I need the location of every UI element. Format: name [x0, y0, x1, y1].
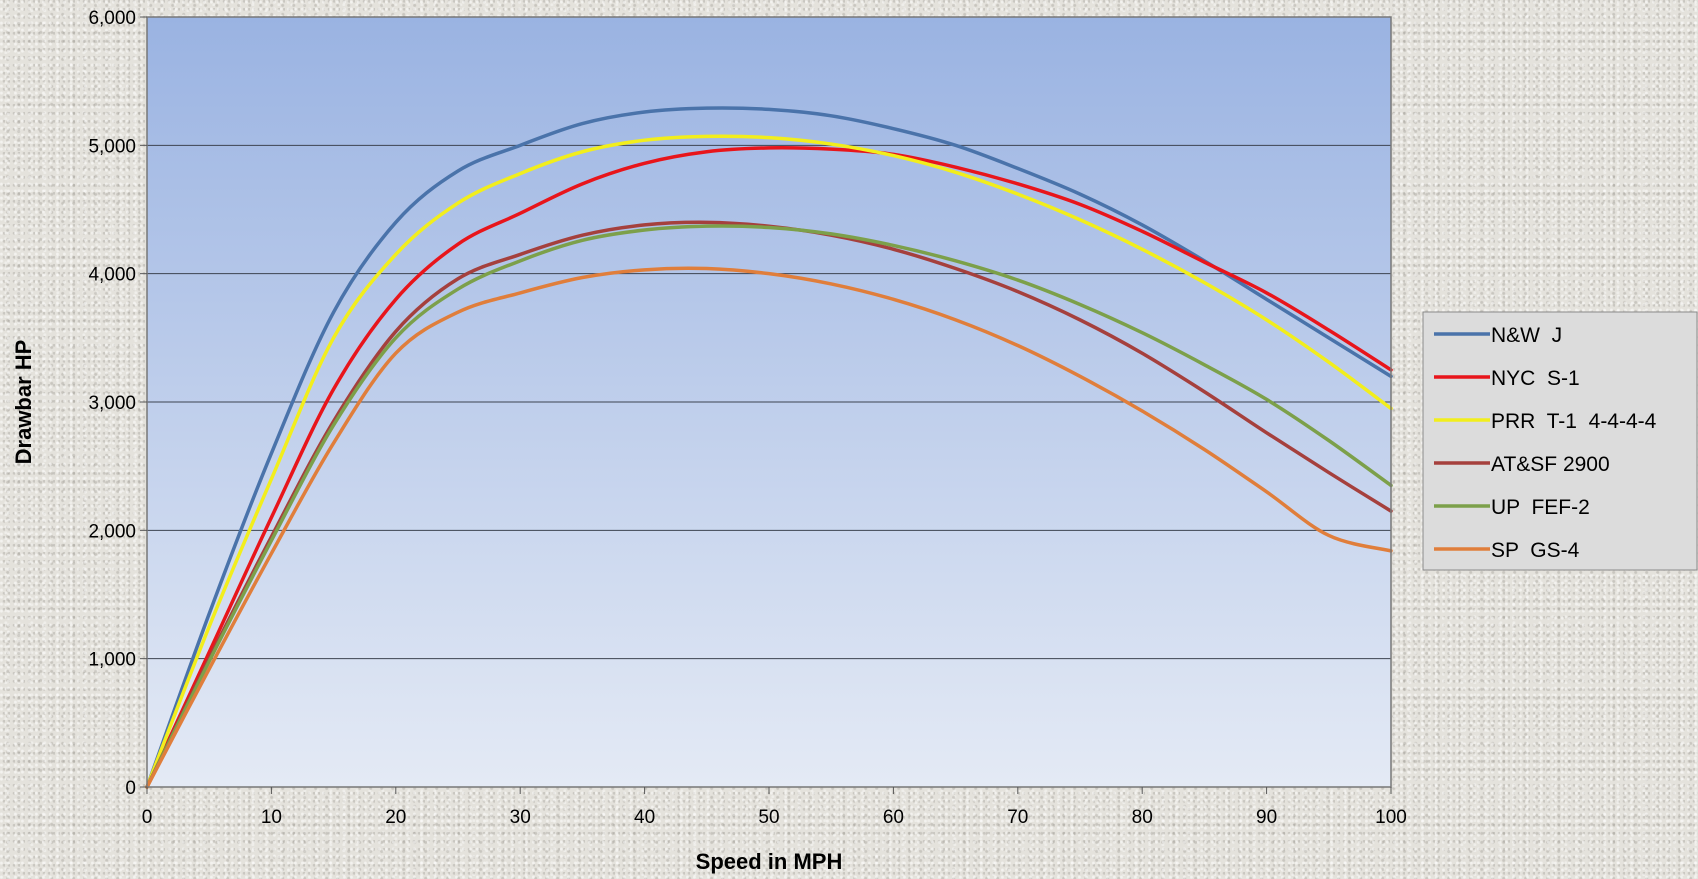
- legend-label: UP FEF-2: [1491, 496, 1590, 519]
- legend: N&W J NYC S-1 PRR T-1 4-4-4-4 AT&SF 2900 UP …: [1422, 311, 1698, 571]
- x-axis-title: Speed in MPH: [696, 849, 843, 874]
- y-tick-label: 3,000: [88, 393, 136, 414]
- x-tick-label: 20: [385, 807, 406, 828]
- series-line: [145, 134, 1393, 789]
- x-tick-label: 0: [142, 807, 153, 828]
- x-tick-label: 40: [634, 807, 655, 828]
- legend-label: NYC S-1: [1491, 367, 1580, 390]
- y-tick-label: 6,000: [88, 8, 136, 29]
- y-tick-label: 5,000: [88, 136, 136, 157]
- series-line: [145, 146, 1393, 789]
- x-tick-label: 30: [510, 807, 531, 828]
- series-line: [145, 224, 1393, 789]
- y-tick-label: 1,000: [88, 650, 136, 671]
- series-line: [145, 106, 1393, 789]
- axes: 0 1,000 2,000 3,000 4,000 5,000 6,000 0 10 20 30 40…: [88, 8, 1406, 828]
- series-line: [145, 266, 1393, 789]
- legend-label: PRR T-1 4-4-4-4: [1491, 410, 1657, 433]
- legend-label: N&W J: [1491, 324, 1562, 347]
- x-tick-label: 70: [1007, 807, 1028, 828]
- y-axis-title: Drawbar HP: [11, 340, 36, 465]
- y-tick-label: 0: [125, 778, 136, 799]
- x-tick-label: 100: [1375, 807, 1407, 828]
- x-tick-label: 50: [758, 807, 779, 828]
- legend-label: AT&SF 2900: [1491, 453, 1610, 476]
- x-tick-label: 80: [1132, 807, 1153, 828]
- y-tick-label: 2,000: [88, 521, 136, 542]
- legend-label: SP GS-4: [1491, 539, 1580, 562]
- x-tick-label: 90: [1256, 807, 1277, 828]
- x-tick-label: 10: [261, 807, 282, 828]
- x-tick-label: 60: [883, 807, 904, 828]
- series-line: [145, 220, 1393, 789]
- y-tick-label: 4,000: [88, 265, 136, 286]
- series-lines: [145, 106, 1393, 789]
- legend-box: [1422, 311, 1698, 571]
